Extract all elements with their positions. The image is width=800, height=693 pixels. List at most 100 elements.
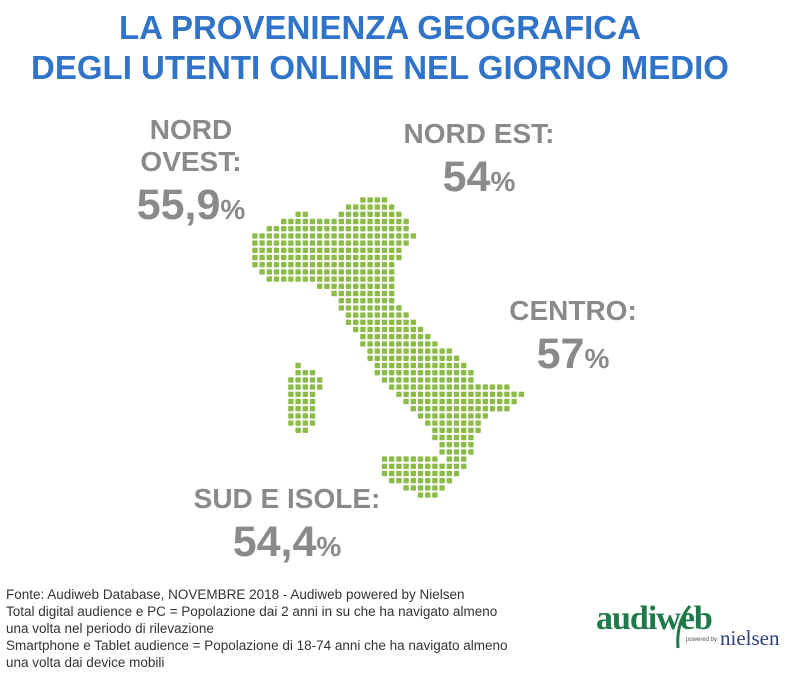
map-dot — [468, 434, 474, 441]
region-number: 54,4 — [232, 518, 317, 566]
map-dot — [309, 377, 316, 383]
map-dot — [396, 355, 402, 361]
map-dot — [389, 370, 395, 376]
map-dot — [353, 319, 359, 325]
map-dot — [302, 427, 308, 433]
title-line-2: DEGLI UTENTI ONLINE NEL GIORNO MEDIO — [31, 49, 729, 86]
map-dot — [302, 391, 308, 397]
map-dot — [417, 355, 424, 361]
map-dot — [489, 391, 496, 397]
map-dot — [324, 262, 330, 268]
map-dot — [482, 398, 488, 405]
region-value: 54% — [403, 154, 555, 210]
map-dot — [403, 463, 409, 469]
audiweb-logo-text: audiweb — [596, 600, 713, 637]
map-dot — [389, 283, 395, 289]
map-dot — [266, 240, 272, 246]
map-dot — [475, 406, 481, 412]
map-dot — [425, 485, 431, 491]
map-dot — [338, 305, 344, 311]
map-dot — [453, 442, 460, 448]
map-dot — [381, 355, 388, 361]
map-dot — [381, 463, 388, 469]
map-dot — [273, 240, 280, 246]
map-dot — [389, 362, 395, 369]
map-dot — [324, 283, 330, 289]
map-dot — [374, 312, 380, 318]
map-dot — [381, 218, 388, 225]
map-dot — [389, 377, 395, 383]
map-dot — [374, 247, 380, 253]
map-dot — [381, 254, 388, 261]
map-dot — [367, 197, 373, 203]
map-dot — [295, 427, 301, 433]
map-dot — [432, 377, 438, 383]
map-dot — [482, 406, 488, 412]
map-dot — [367, 305, 373, 311]
map-dot — [389, 276, 395, 282]
map-dot — [317, 276, 323, 282]
map-dot — [360, 283, 366, 289]
map-dot — [410, 370, 416, 376]
map-dot — [389, 456, 395, 462]
region-centro: CENTRO: 57% — [508, 295, 638, 387]
map-dot — [331, 254, 337, 261]
map-dot — [389, 226, 395, 232]
audiweb-nielsen-logo: audiweb powered by nielsen — [596, 600, 796, 660]
map-dot — [461, 406, 467, 412]
map-dot — [475, 413, 481, 419]
map-dot — [353, 283, 359, 289]
map-dot — [381, 204, 388, 210]
map-dot — [425, 398, 431, 405]
map-dot — [338, 269, 344, 275]
map-dot — [475, 420, 481, 426]
map-dot — [360, 341, 366, 347]
map-dot — [461, 456, 467, 462]
map-dot — [389, 355, 395, 361]
map-dot — [504, 384, 510, 390]
map-dot — [389, 334, 395, 340]
map-dot — [288, 226, 294, 232]
map-dot — [439, 362, 445, 369]
map-dot — [396, 391, 402, 397]
map-dot — [489, 406, 496, 412]
map-dot — [273, 233, 280, 239]
map-dot — [446, 478, 452, 484]
map-dot — [266, 226, 272, 232]
map-dot — [252, 247, 258, 253]
map-dot — [381, 290, 388, 297]
map-dot — [432, 391, 438, 397]
map-dot — [389, 211, 395, 217]
map-dot — [252, 233, 258, 239]
map-dot — [295, 398, 301, 405]
map-dot — [439, 370, 445, 376]
map-dot — [295, 211, 301, 217]
map-dot — [302, 377, 308, 383]
map-dot — [396, 326, 402, 333]
map-dot — [345, 262, 352, 268]
map-dot — [324, 254, 330, 261]
map-dot — [432, 456, 438, 462]
map-dot — [367, 298, 373, 304]
map-dot — [432, 413, 438, 419]
map-dot — [281, 218, 287, 225]
map-dot — [446, 398, 452, 405]
nielsen-logo-text: nielsen — [720, 626, 780, 650]
source-footnote: Fonte: Audiweb Database, NOVEMBRE 2018 -… — [6, 586, 596, 671]
map-dot — [461, 398, 467, 405]
map-dot — [389, 233, 395, 239]
title-line-1: LA PROVENIENZA GEOGRAFICA — [119, 9, 641, 46]
map-dot — [439, 470, 445, 477]
map-dot — [353, 254, 359, 261]
map-dot — [403, 355, 409, 361]
map-dot — [425, 334, 431, 340]
map-dot — [374, 240, 380, 246]
map-dot — [439, 420, 445, 426]
region-value: 55,9% — [96, 182, 286, 238]
map-dot — [309, 226, 316, 232]
map-dot — [295, 362, 301, 369]
map-dot — [317, 233, 323, 239]
map-dot — [309, 269, 316, 275]
map-dot — [360, 269, 366, 275]
map-dot — [338, 233, 344, 239]
